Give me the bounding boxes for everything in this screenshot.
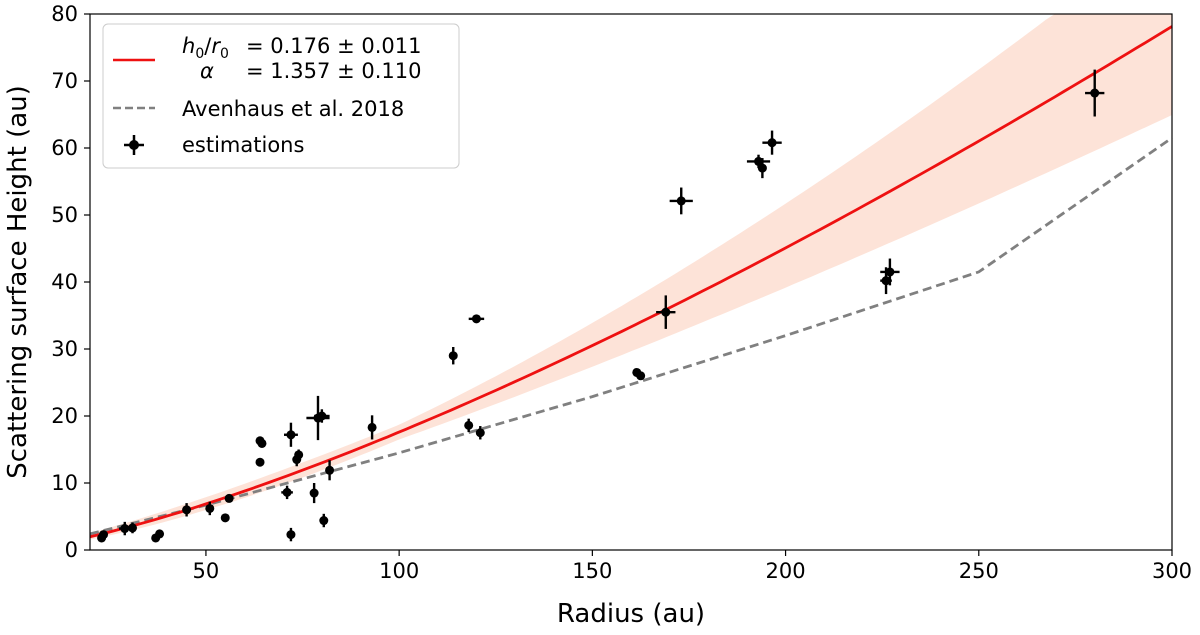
estimation-marker [885, 267, 895, 277]
estimation-marker [205, 503, 215, 513]
estimation-point [325, 460, 335, 481]
x-tick-label: 300 [1152, 559, 1192, 583]
estimation-marker [636, 371, 646, 381]
estimation-point [669, 187, 693, 215]
estimation-point [448, 346, 458, 365]
y-tick-label: 60 [51, 136, 78, 160]
y-tick-label: 80 [51, 2, 78, 26]
legend-box [102, 23, 460, 169]
estimation-point [475, 426, 485, 440]
estimation-marker [182, 505, 192, 515]
estimation-point [762, 130, 782, 155]
estimation-marker [155, 529, 165, 539]
estimation-marker [286, 430, 296, 440]
estimation-point [255, 457, 265, 467]
estimation-marker [757, 163, 767, 173]
estimation-point [367, 415, 377, 440]
legend-fit-param2-value: = 1.357 ± 0.110 [246, 59, 421, 83]
estimation-point [155, 529, 165, 539]
y-tick-label: 70 [51, 69, 78, 93]
fit-lines-layer [89, 25, 1173, 539]
estimation-point [1085, 69, 1105, 117]
y-tick-label: 20 [51, 404, 78, 428]
estimation-point [880, 258, 900, 286]
estimation-marker [754, 156, 764, 166]
estimation-marker [767, 138, 777, 148]
legend-fit-param1-value: = 0.176 ± 0.011 [246, 34, 421, 58]
estimation-marker [294, 450, 304, 460]
y-tick-label: 10 [51, 471, 78, 495]
estimation-point [636, 371, 646, 381]
estimation-point [464, 418, 474, 433]
estimation-marker [282, 487, 292, 497]
x-tick-label: 200 [766, 559, 806, 583]
estimation-point [128, 522, 138, 534]
estimation-marker [464, 420, 474, 430]
estimation-marker [255, 457, 265, 467]
estimation-marker [661, 307, 671, 317]
estimation-point [309, 483, 319, 504]
x-tick-label: 50 [193, 559, 220, 583]
x-tick-label: 250 [959, 559, 999, 583]
y-tick-label: 40 [51, 270, 78, 294]
estimation-marker [367, 422, 377, 432]
estimation-point [314, 409, 330, 423]
estimation-marker [120, 524, 130, 534]
estimation-marker [309, 488, 319, 498]
y-axis-ticks: 0 10 20 30 40 50 60 70 80 [51, 2, 90, 562]
estimation-marker [99, 530, 109, 540]
estimation-point [656, 295, 676, 329]
fit-line [89, 25, 1173, 539]
estimation-point [205, 501, 215, 516]
estimation-marker [1090, 88, 1100, 98]
estimation-marker [471, 314, 481, 324]
x-tick-label: 150 [572, 559, 612, 583]
y-tick-label: 30 [51, 337, 78, 361]
legend-avenhaus-label: Avenhaus et al. 2018 [182, 97, 404, 121]
estimation-marker [224, 493, 234, 503]
y-axis-label: Scattering surface Height (au) [3, 85, 33, 479]
estimation-point [99, 530, 109, 540]
estimation-point [757, 158, 767, 179]
estimation-point [283, 422, 298, 447]
estimation-point [281, 485, 293, 500]
estimation-point [294, 449, 304, 461]
estimation-marker [257, 438, 267, 448]
y-tick-label: 0 [65, 538, 78, 562]
fit-uncertainty-band-layer [90, 14, 1172, 540]
estimation-point [220, 513, 230, 523]
estimation-marker [448, 351, 458, 361]
estimation-marker [325, 465, 335, 475]
estimation-marker [317, 411, 327, 421]
estimation-point [468, 314, 485, 324]
legend-fit-param1-symbol: h0/r0 [182, 34, 229, 62]
estimation-marker [881, 276, 891, 286]
x-axis-label: Radius (au) [557, 599, 705, 629]
estimation-points-layer [97, 69, 1105, 543]
legend-fit-param2-symbol: α [200, 59, 214, 83]
estimation-marker [128, 523, 138, 533]
estimation-point [182, 503, 192, 517]
estimation-point [257, 438, 267, 448]
estimation-marker [676, 196, 686, 206]
y-tick-label: 50 [51, 203, 78, 227]
estimation-point [746, 154, 771, 169]
estimation-marker [319, 516, 329, 526]
x-tick-label: 100 [379, 559, 419, 583]
legend-estimations-swatch [124, 135, 144, 155]
estimation-point [224, 493, 234, 503]
legend: h0/r0 = 0.176 ± 0.011 α = 1.357 ± 0.110 … [102, 23, 460, 169]
estimation-marker [286, 530, 296, 540]
estimation-marker [220, 513, 230, 523]
estimation-marker [475, 428, 485, 438]
x-axis-ticks: 50 100 150 200 250 300 [193, 550, 1192, 583]
legend-estimations-label: estimations [182, 133, 304, 157]
estimation-point [319, 513, 329, 528]
estimation-point [286, 527, 296, 542]
fit-uncertainty-band [90, 14, 1172, 540]
